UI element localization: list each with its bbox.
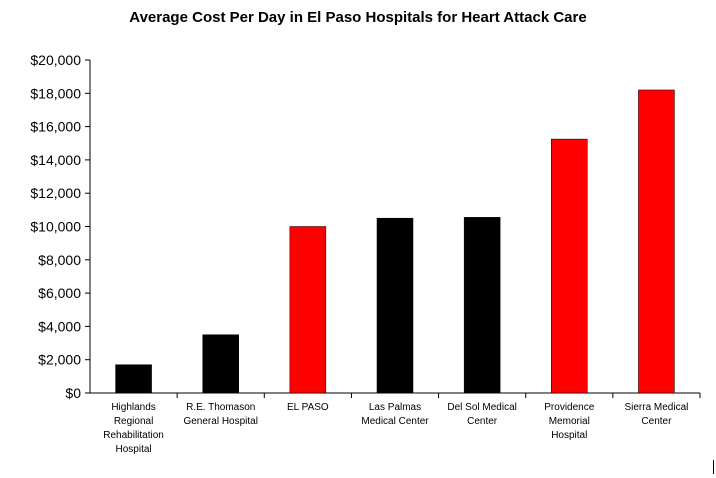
y-tick-label: $0 bbox=[65, 385, 81, 401]
x-tick-label-line: Center bbox=[467, 416, 498, 427]
x-tick-label: Las Palmas Medical Center bbox=[361, 402, 429, 427]
x-tick-label: Highlands Regional Rehabilitation Hospital bbox=[103, 402, 164, 455]
x-tick-label-line: R.E. Thomason bbox=[186, 402, 255, 413]
y-axis: $0 $2,000 $4,000 $6,000 $8,000 $10,000 $12,000… bbox=[30, 52, 700, 401]
x-tick-label-line: Hospital bbox=[551, 430, 587, 441]
bar bbox=[377, 218, 413, 393]
x-tick-label-line: Rehabilitation bbox=[103, 430, 164, 441]
y-tick-label: $12,000 bbox=[30, 185, 81, 201]
x-tick-label: Providence Memorial Hospital bbox=[544, 402, 594, 441]
bar bbox=[551, 139, 587, 393]
bar bbox=[116, 365, 152, 393]
y-tick-label: $8,000 bbox=[38, 252, 81, 268]
x-tick-label-line: Highlands bbox=[111, 402, 155, 413]
bar bbox=[203, 335, 239, 393]
y-tick-label: $2,000 bbox=[38, 352, 81, 368]
x-tick-label-line: Providence bbox=[544, 402, 594, 413]
x-tick-label-line: Del Sol Medical bbox=[447, 402, 516, 413]
x-tick-label-line: General Hospital bbox=[183, 416, 257, 427]
y-tick-label: $18,000 bbox=[30, 85, 81, 101]
x-tick-label-line: Regional bbox=[114, 416, 153, 427]
frame-edge-mark bbox=[713, 460, 714, 474]
bars bbox=[116, 90, 675, 393]
bar bbox=[290, 227, 326, 394]
x-tick-label-line: Hospital bbox=[116, 444, 152, 455]
x-tick-label: Sierra Medical Center bbox=[624, 402, 688, 427]
y-tick-label: $6,000 bbox=[38, 285, 81, 301]
x-tick-label-line: Las Palmas bbox=[369, 402, 421, 413]
x-tick-label-line: Center bbox=[641, 416, 672, 427]
x-tick-label: EL PASO bbox=[287, 402, 329, 413]
y-tick-label: $4,000 bbox=[38, 318, 81, 334]
y-tick-label: $20,000 bbox=[30, 52, 81, 68]
x-tick-label-line: EL PASO bbox=[287, 402, 329, 413]
y-tick-label: $14,000 bbox=[30, 152, 81, 168]
x-tick-label: R.E. Thomason General Hospital bbox=[183, 402, 257, 427]
x-tick-label-line: Sierra Medical bbox=[624, 402, 688, 413]
y-tick-label: $10,000 bbox=[30, 219, 81, 235]
y-tick-label: $16,000 bbox=[30, 119, 81, 135]
x-tick-label-line: Medical Center bbox=[361, 416, 429, 427]
bar bbox=[464, 217, 500, 393]
x-tick-label-line: Memorial bbox=[549, 416, 590, 427]
bar bbox=[638, 90, 674, 393]
x-axis-labels: Highlands Regional Rehabilitation Hospital R… bbox=[103, 393, 700, 455]
x-tick-label: Del Sol Medical Center bbox=[447, 402, 516, 427]
